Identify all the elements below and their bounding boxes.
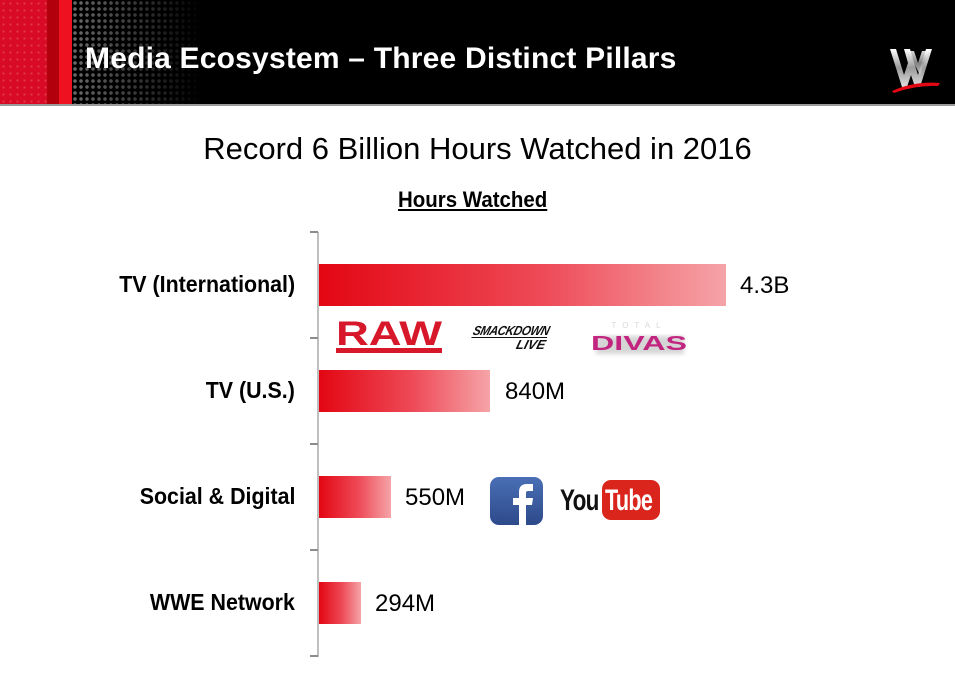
category-label-social-digital: Social & Digital [139,483,295,509]
category-axis [317,232,319,657]
svg-text:DIVAS: DIVAS [591,333,687,355]
youtube-tube-text: Tube [605,484,653,517]
svg-text:TOTAL: TOTAL [611,321,666,330]
bar-tv-us [319,370,490,412]
smackdown-live-logo-icon: SMACKDOWN LIVE [469,323,553,352]
bar-tv-international [319,264,726,306]
axis-tick [310,549,318,551]
axis-tick [310,231,318,233]
live-text: LIVE [514,337,548,352]
chart-title: Hours Watched [398,187,548,212]
slide-header: Media Ecosystem – Three Distinct Pillars [0,0,955,106]
value-label-social-digital: 550M [405,484,466,511]
value-label-wwe-network: 294M [375,590,436,617]
value-label-tv-international: 4.3B [740,272,790,299]
youtube-tube-box [602,480,660,520]
youtube-logo-icon: You Tube [560,480,660,522]
axis-tick [310,655,318,657]
total-divas-logo-icon: TOTAL DIVAS [591,321,687,355]
slide-subtitle: Record 6 Billion Hours Watched in 2016 [203,131,752,166]
category-label-wwe-network: WWE Network [150,589,295,615]
bar-social-digital [319,476,391,518]
header-red-stripe [0,0,47,105]
slide-title: Media Ecosystem – Three Distinct Pillars [85,42,677,75]
smackdown-text: SMACKDOWN [471,323,552,338]
header-bright-red-stripe [59,0,72,105]
header-dark-red-stripe [47,0,59,105]
bar-wwe-network [319,582,361,624]
category-label-tv-international: TV (International) [119,271,295,297]
value-label-tv-us: 840M [505,378,566,405]
facebook-logo-icon [490,477,543,525]
svg-text:RAW: RAW [336,317,443,353]
wwe-logo-icon [890,49,940,93]
category-label-tv-us: TV (U.S.) [205,377,295,403]
youtube-you-text: You [560,484,599,517]
raw-logo-icon: RAW [336,317,443,353]
axis-tick [310,337,318,339]
header-divider [0,104,955,106]
axis-tick [310,443,318,445]
header-halftone-pattern [72,0,202,105]
